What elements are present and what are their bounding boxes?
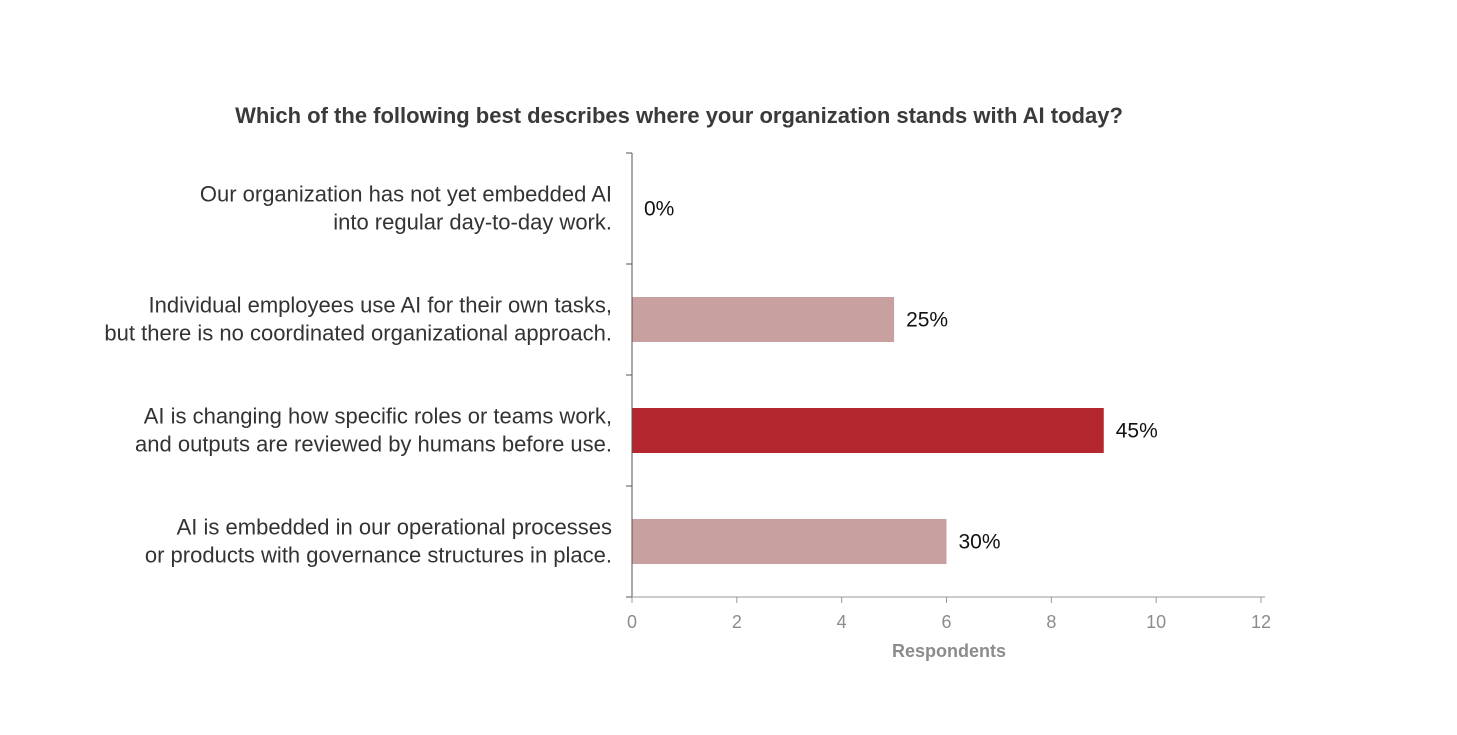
data-label-2: 25% [906,309,948,332]
category-label-1-line-2: into regular day-to-day work. [333,210,612,235]
data-label-1: 0% [644,198,674,221]
category-label-3-line-1: AI is changing how specific roles or tea… [144,404,612,429]
category-label-3-line-2: and outputs are reviewed by humans befor… [135,432,612,457]
bar-2 [632,297,895,342]
category-label-4-line-1: AI is embedded in our operational proces… [177,515,612,540]
axes: 0 2 4 6 8 10 12 [626,152,1271,632]
x-tick-label-2: 2 [732,612,742,632]
bar-4 [632,519,947,564]
data-labels: 0% 25% 45% 30% [644,198,1158,554]
category-label-1-line-1: Our organization has not yet embedded AI [200,182,612,207]
x-tick-label-4: 4 [837,612,847,632]
x-tick-label-8: 8 [1046,612,1056,632]
x-tick-label-0: 0 [627,612,637,632]
data-label-3: 45% [1116,420,1158,443]
x-axis-title: Respondents [892,641,1006,661]
category-label-4-line-2: or products with governance structures i… [145,543,612,568]
bars-layer [632,297,1104,564]
bar-3 [632,408,1104,453]
chart-title: Which of the following best describes wh… [235,103,1123,128]
x-tick-label-10: 10 [1146,612,1166,632]
category-label-2-line-2: but there is no coordinated organization… [104,321,612,346]
category-label-2-line-1: Individual employees use AI for their ow… [149,293,612,318]
x-tick-label-12: 12 [1251,612,1271,632]
data-label-4: 30% [959,531,1001,554]
category-labels: Our organization has not yet embedded AI… [104,182,612,568]
x-tick-label-6: 6 [941,612,951,632]
